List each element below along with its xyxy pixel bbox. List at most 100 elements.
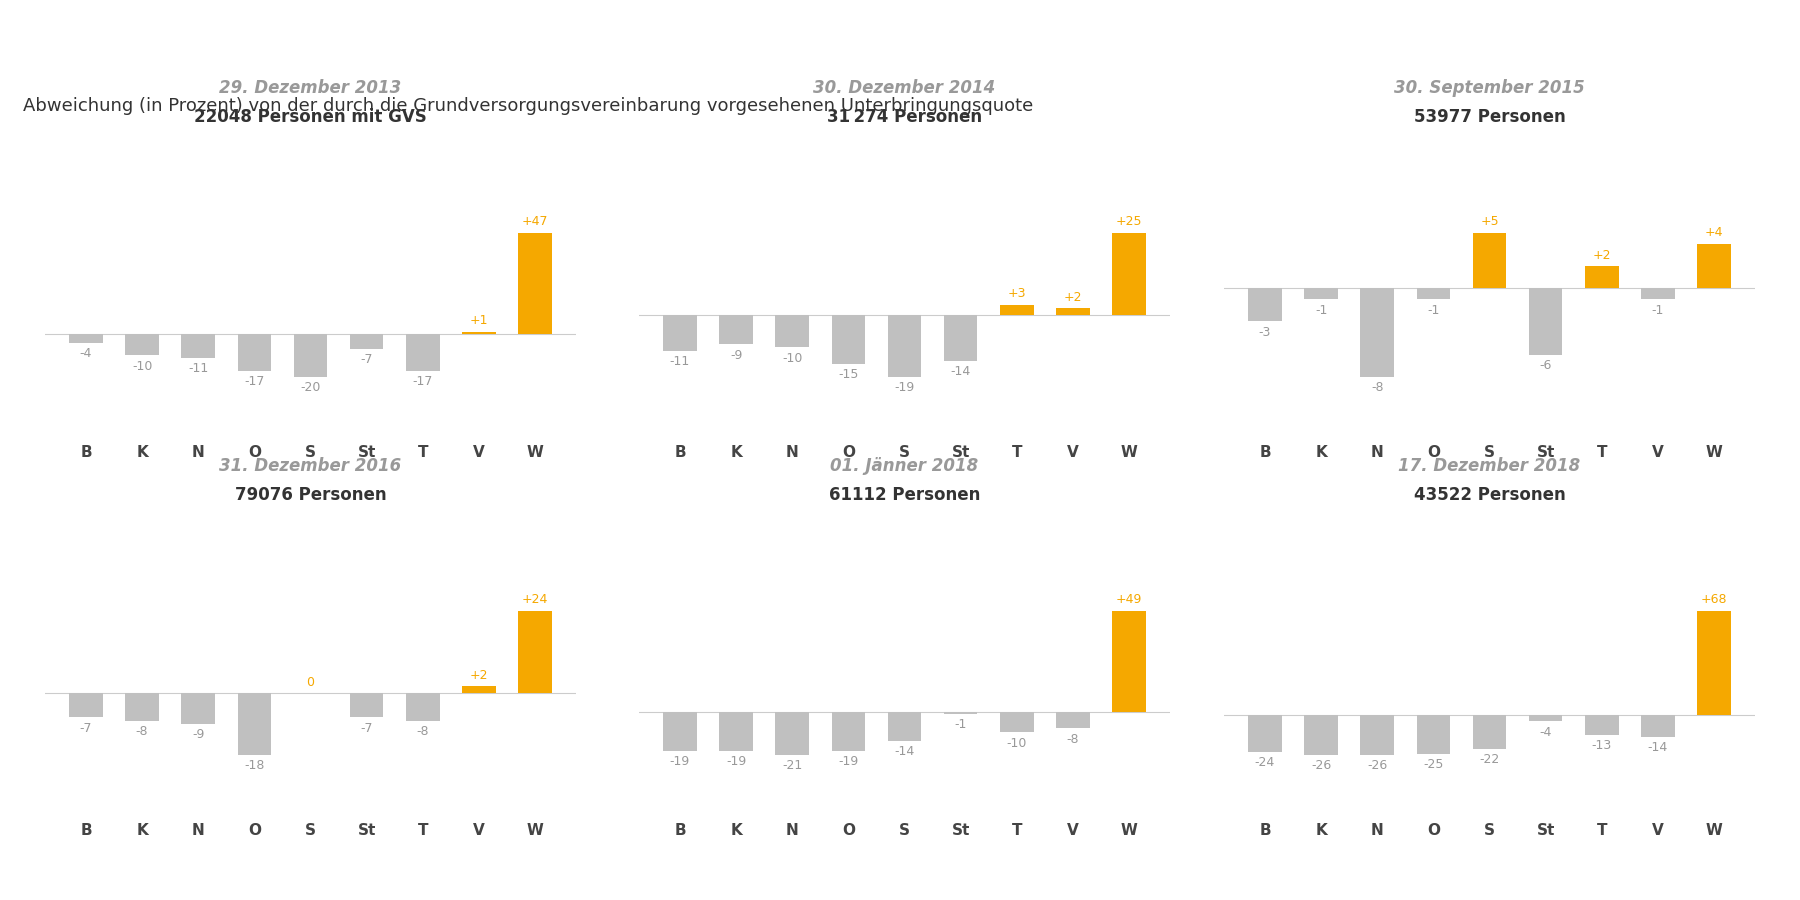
Bar	[68, 693, 103, 717]
Text: -19: -19	[895, 382, 914, 394]
Text: -8: -8	[1372, 382, 1384, 394]
Text: -7: -7	[79, 722, 92, 734]
Bar	[776, 712, 808, 755]
Text: 22048 Personen mit GVS: 22048 Personen mit GVS	[194, 108, 427, 126]
Text: -11: -11	[189, 362, 209, 375]
Bar	[407, 693, 439, 721]
Text: -19: -19	[839, 755, 859, 769]
Bar	[662, 315, 697, 351]
Text: -14: -14	[950, 365, 970, 378]
Bar	[182, 693, 214, 724]
Bar	[1112, 610, 1147, 712]
Text: -3: -3	[1258, 326, 1271, 338]
Bar	[1642, 716, 1674, 736]
Text: 30. Dezember 2014: 30. Dezember 2014	[814, 79, 995, 97]
Text: +2: +2	[1593, 248, 1611, 262]
Bar	[1001, 712, 1033, 733]
Text: -20: -20	[301, 382, 320, 394]
Bar	[1247, 288, 1282, 321]
Bar	[1417, 288, 1451, 299]
Text: -8: -8	[135, 725, 148, 738]
Bar	[887, 712, 922, 741]
Text: -15: -15	[839, 368, 859, 382]
Text: +5: +5	[1480, 215, 1499, 229]
Text: -8: -8	[416, 725, 428, 738]
Bar	[182, 334, 214, 357]
Bar	[518, 232, 553, 334]
Bar	[776, 315, 808, 347]
Text: -14: -14	[1647, 741, 1669, 754]
Bar	[1586, 716, 1618, 735]
Bar	[463, 686, 495, 693]
Text: -8: -8	[1067, 733, 1080, 745]
Text: -26: -26	[1310, 760, 1332, 772]
Text: 31. Dezember 2016: 31. Dezember 2016	[220, 457, 401, 475]
Bar	[126, 334, 158, 356]
Text: -22: -22	[1480, 753, 1499, 766]
Text: +2: +2	[1064, 291, 1082, 303]
Text: -14: -14	[895, 745, 914, 758]
Text: 31 274 Personen: 31 274 Personen	[826, 108, 983, 126]
Text: -18: -18	[245, 760, 265, 772]
Bar	[463, 332, 495, 334]
Bar	[943, 712, 977, 714]
Text: -1: -1	[1316, 303, 1327, 317]
Text: 0: 0	[306, 676, 315, 688]
Text: Grafik: Stefan Rabl: Grafik: Stefan Rabl	[1620, 865, 1777, 883]
Text: -10: -10	[781, 352, 803, 365]
Bar	[1642, 288, 1674, 299]
Bar	[1001, 305, 1033, 315]
Bar	[1697, 244, 1732, 288]
Text: +4: +4	[1705, 226, 1723, 239]
Bar	[518, 610, 553, 693]
Bar	[720, 712, 752, 751]
Text: -9: -9	[731, 348, 742, 362]
Text: -19: -19	[725, 755, 747, 769]
Bar	[68, 334, 103, 343]
Bar	[1528, 288, 1562, 355]
Bar	[662, 712, 697, 751]
Text: 30. September 2015: 30. September 2015	[1395, 79, 1584, 97]
Text: +2: +2	[470, 669, 488, 682]
Text: -10: -10	[1006, 737, 1028, 750]
Text: -26: -26	[1368, 760, 1388, 772]
Bar	[1305, 716, 1337, 755]
Text: 01. Jänner 2018: 01. Jänner 2018	[830, 457, 979, 475]
Bar	[720, 315, 752, 344]
Bar	[238, 334, 272, 371]
Text: -7: -7	[360, 722, 373, 734]
Bar	[126, 693, 158, 721]
Bar	[1586, 266, 1618, 288]
Text: +1: +1	[470, 314, 488, 328]
Bar	[1305, 288, 1337, 299]
Bar	[887, 315, 922, 377]
Bar	[1528, 716, 1562, 721]
Text: Quotenerfüllung durch die Bundesländer: Quotenerfüllung durch die Bundesländer	[23, 24, 761, 55]
Text: -1: -1	[954, 718, 967, 731]
Bar	[1472, 232, 1507, 288]
Text: -21: -21	[783, 760, 803, 772]
Bar	[1417, 716, 1451, 753]
Bar	[407, 334, 439, 371]
Text: 29. Dezember 2013: 29. Dezember 2013	[220, 79, 401, 97]
Bar	[832, 315, 866, 364]
Bar	[238, 693, 272, 755]
Bar	[1361, 716, 1393, 755]
Bar	[1057, 308, 1089, 315]
Text: +49: +49	[1116, 593, 1143, 607]
Text: 17. Dezember 2018: 17. Dezember 2018	[1399, 457, 1580, 475]
Text: -7: -7	[360, 354, 373, 366]
Text: -1: -1	[1652, 303, 1663, 317]
Text: Datenquelle: BMI, eigene Berechnung: Datenquelle: BMI, eigene Berechnung	[23, 865, 338, 883]
Bar	[349, 334, 383, 349]
Text: +25: +25	[1116, 215, 1143, 229]
Text: -19: -19	[670, 755, 689, 769]
Bar	[1112, 232, 1147, 315]
Text: -17: -17	[412, 375, 434, 388]
Bar	[293, 334, 328, 377]
Text: 79076 Personen: 79076 Personen	[234, 486, 387, 504]
Bar	[1361, 288, 1393, 377]
Bar	[1472, 716, 1507, 749]
Text: -4: -4	[1539, 725, 1552, 739]
Text: -6: -6	[1539, 359, 1552, 373]
